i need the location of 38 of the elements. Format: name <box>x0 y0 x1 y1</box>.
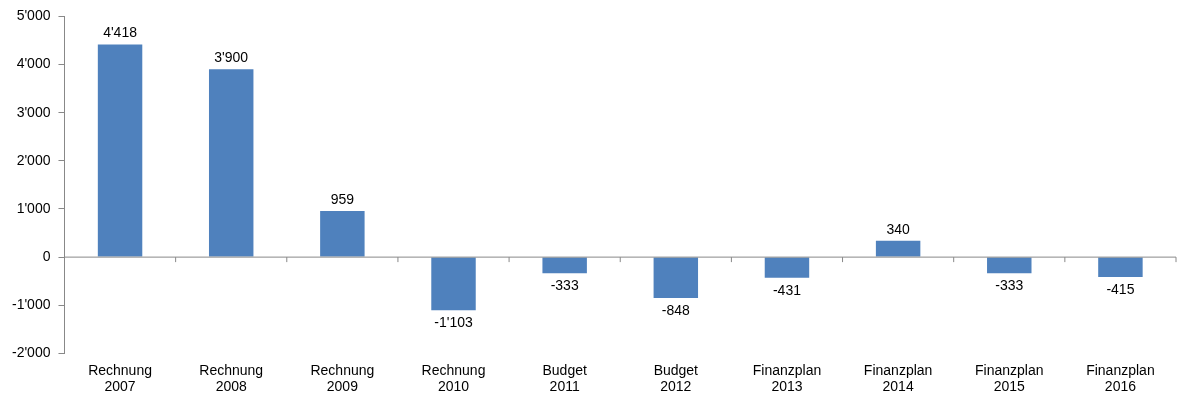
bar <box>542 257 587 274</box>
y-tick-label: 1'000 <box>16 199 51 216</box>
data-label: -1'103 <box>434 314 473 331</box>
data-label: 4'418 <box>103 24 138 41</box>
bar <box>764 257 810 278</box>
x-tick-label: Finanzplan 2013 <box>752 361 822 395</box>
y-tick-label: 4'000 <box>16 55 51 72</box>
y-tick-label: -2'000 <box>12 344 51 361</box>
y-tick-label: 3'000 <box>16 103 51 120</box>
bar <box>431 257 476 311</box>
data-label: 959 <box>330 190 355 207</box>
bar <box>320 210 365 257</box>
x-tick-label: Rechnung 2009 <box>310 361 375 395</box>
data-label: -333 <box>995 277 1024 294</box>
x-tick-label: Rechnung 2007 <box>88 361 152 395</box>
x-tick-label: Rechnung 2008 <box>199 361 264 395</box>
y-tick-label: 2'000 <box>16 151 51 168</box>
x-tick-label: Finanzplan 2016 <box>1086 361 1155 395</box>
y-tick-label: 5'000 <box>16 7 51 24</box>
data-label: -431 <box>772 281 802 298</box>
data-label: 3'900 <box>214 49 249 66</box>
x-tick-label: Rechnung 2010 <box>421 361 486 395</box>
bar <box>1098 257 1143 278</box>
x-tick-label: Budget 2011 <box>542 361 587 395</box>
bar <box>987 257 1032 274</box>
bar <box>208 69 254 257</box>
bar <box>97 44 143 257</box>
x-tick-label: Budget 2012 <box>653 361 699 395</box>
bar <box>653 257 699 298</box>
y-tick-label: 0 <box>42 247 51 264</box>
data-label: -333 <box>550 277 579 294</box>
data-label: -848 <box>661 301 691 318</box>
bar <box>875 240 921 257</box>
x-tick-label: Finanzplan 2014 <box>863 361 933 395</box>
data-label: -415 <box>1106 280 1135 297</box>
data-label: 340 <box>886 220 911 237</box>
y-tick-label: -1'000 <box>12 296 51 313</box>
x-tick-label: Finanzplan 2015 <box>975 361 1044 395</box>
